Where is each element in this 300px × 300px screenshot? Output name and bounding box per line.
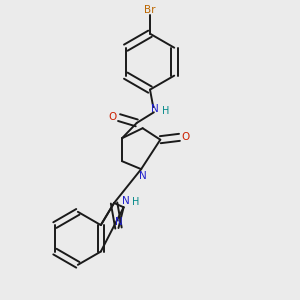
Text: H: H [162,106,169,116]
Text: N: N [116,217,123,226]
Text: O: O [109,112,117,122]
Text: O: O [182,132,190,142]
Text: N: N [139,171,146,181]
Text: H: H [132,197,139,207]
Text: Br: Br [144,4,156,14]
Text: N: N [151,104,159,114]
Text: N: N [122,196,130,206]
